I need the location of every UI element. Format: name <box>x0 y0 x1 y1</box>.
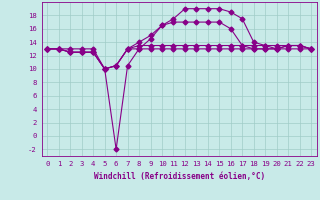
X-axis label: Windchill (Refroidissement éolien,°C): Windchill (Refroidissement éolien,°C) <box>94 172 265 181</box>
